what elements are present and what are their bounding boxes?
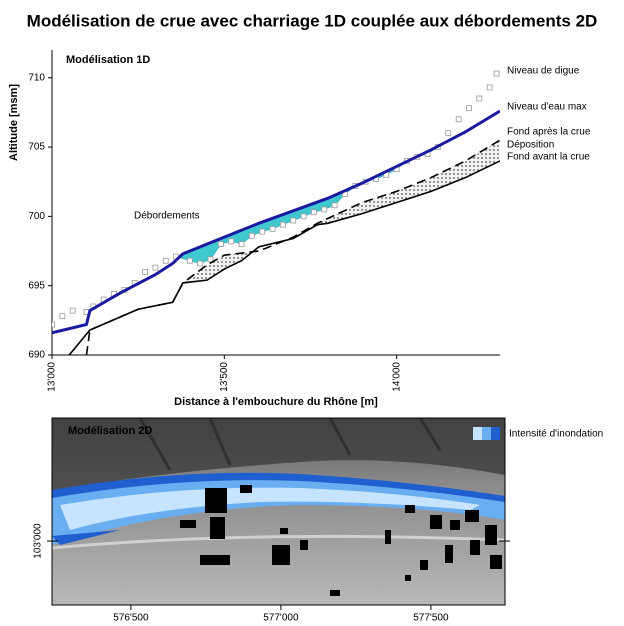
panel-label: Modélisation 1D [66,54,150,66]
overflow-label: Débordements [134,211,200,222]
map-image [52,418,505,605]
x-tick-label: 577'000 [263,613,299,624]
y-axis-label: Altitude [msm] [8,84,20,161]
legend-swatch [491,427,500,440]
series-line [68,160,500,355]
legend-swatch [473,427,482,440]
legend-label: Intensité d'inondation [509,429,603,440]
panel-label: Modélisation 2D [68,425,152,437]
y-tick-label: 103'000 [33,523,44,559]
map-frame [51,417,506,606]
levee-marker [248,232,255,239]
levee-marker [69,307,76,314]
series-label: Fond après la crue [507,127,591,138]
levee-marker [207,256,214,263]
deposition-label: Déposition [507,140,554,151]
y-tick-label: 705 [28,142,45,153]
levee-marker [331,202,338,209]
x-tick-label: 576'500 [113,613,149,624]
y-tick-label: 710 [28,72,45,83]
x-axis-label: Distance à l'embouchure du Rhône [m] [174,396,378,408]
levee-marker [321,206,328,213]
levee-marker [186,257,193,264]
levee-marker [290,217,297,224]
series-line [52,109,500,335]
levee-marker [238,241,245,247]
levee-marker [486,84,493,91]
levee-marker [279,221,286,228]
levee-marker [152,264,159,271]
series-label: Fond avant la crue [507,152,590,163]
x-tick-label: 13'000 [47,362,58,392]
levee-marker [228,238,235,245]
deposition-area [284,140,500,241]
levee-marker [259,228,266,235]
levee-marker [300,213,307,220]
levee-marker [59,313,66,320]
series-label: Niveau d'eau max [507,102,587,113]
series-line [85,139,500,355]
x-tick-label: 577'500 [413,613,449,624]
y-tick-label: 700 [28,211,45,222]
levee-marker [311,209,317,216]
levee-marker [445,130,452,137]
levee-marker [269,225,276,232]
plot-area [52,70,500,355]
levee-marker [455,116,462,123]
levee-marker [493,70,500,77]
levee-marker [52,321,55,328]
levee-marker [217,241,224,247]
levee-marker [466,105,472,112]
y-tick-label: 695 [28,280,45,291]
legend-swatch [482,427,491,440]
levee-marker [197,260,204,267]
levee-marker [476,95,483,102]
x-tick-label: 13'500 [219,362,230,392]
levee-marker [162,257,169,264]
figure-title: Modélisation de crue avec charriage 1D c… [27,11,598,30]
y-tick-label: 690 [28,350,45,361]
levee-marker [142,268,148,275]
x-tick-label: 14'000 [391,362,402,392]
series-label: Niveau de digue [507,66,580,77]
deposition-area [183,251,253,283]
